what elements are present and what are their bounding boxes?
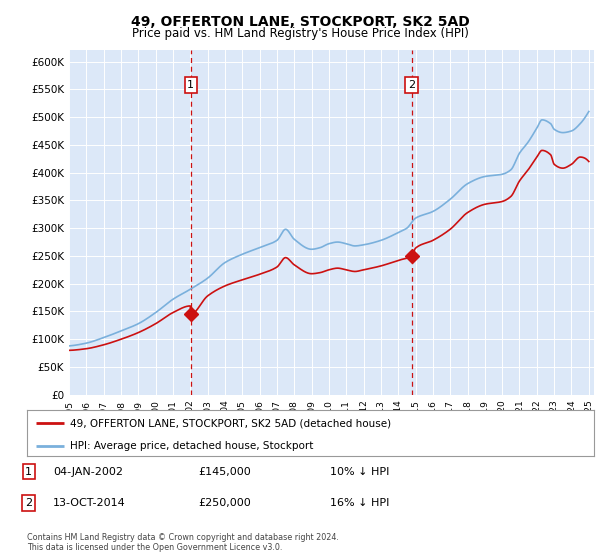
Text: 2: 2: [408, 80, 415, 90]
Text: 49, OFFERTON LANE, STOCKPORT, SK2 5AD: 49, OFFERTON LANE, STOCKPORT, SK2 5AD: [131, 15, 469, 29]
Text: £145,000: £145,000: [198, 466, 251, 477]
Text: Price paid vs. HM Land Registry's House Price Index (HPI): Price paid vs. HM Land Registry's House …: [131, 27, 469, 40]
Text: HPI: Average price, detached house, Stockport: HPI: Average price, detached house, Stoc…: [70, 441, 313, 451]
Text: Contains HM Land Registry data © Crown copyright and database right 2024.: Contains HM Land Registry data © Crown c…: [27, 533, 339, 542]
Text: 1: 1: [187, 80, 194, 90]
Text: 1: 1: [25, 466, 32, 477]
Text: This data is licensed under the Open Government Licence v3.0.: This data is licensed under the Open Gov…: [27, 543, 283, 552]
Text: 49, OFFERTON LANE, STOCKPORT, SK2 5AD (detached house): 49, OFFERTON LANE, STOCKPORT, SK2 5AD (d…: [70, 418, 391, 428]
Text: 2: 2: [25, 498, 32, 508]
Text: £250,000: £250,000: [198, 498, 251, 508]
Text: 16% ↓ HPI: 16% ↓ HPI: [330, 498, 389, 508]
Text: 13-OCT-2014: 13-OCT-2014: [53, 498, 125, 508]
Text: 04-JAN-2002: 04-JAN-2002: [53, 466, 123, 477]
Text: 10% ↓ HPI: 10% ↓ HPI: [330, 466, 389, 477]
